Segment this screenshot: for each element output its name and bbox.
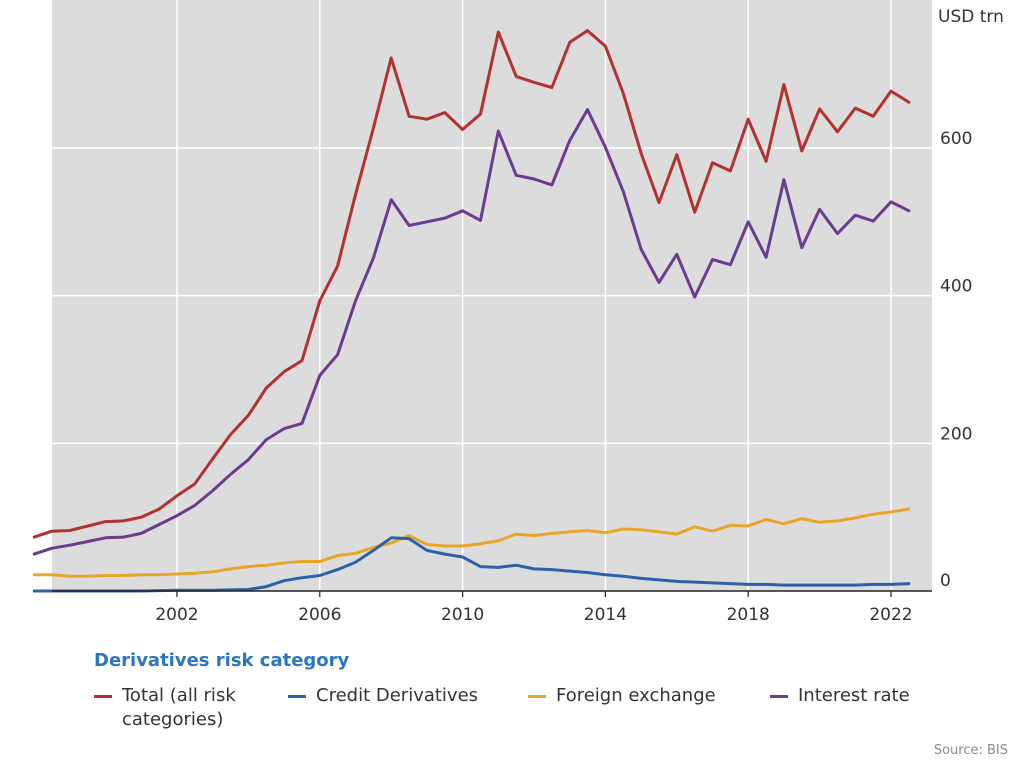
x-tick-label: 2022 (869, 605, 912, 625)
x-tick-label: 2018 (727, 605, 770, 625)
line-chart: 2002 2006 2010 2014 2018 2022 0 200 400 600 USD … (32, 0, 1004, 625)
unit-label: USD trn (938, 7, 1004, 27)
series-line-foreign-exchange (32, 507, 911, 578)
legend-label-total: Total (all risk categories) (122, 685, 236, 730)
legend-swatch-interest-rate (770, 695, 788, 698)
legend-label-interest-rate: Interest rate (798, 685, 910, 706)
grid-lines (52, 0, 932, 591)
x-tick-label: 2002 (155, 605, 198, 625)
x-axis-ticks: 2002 2006 2010 2014 2018 2022 (155, 591, 913, 625)
x-tick-label: 2010 (441, 605, 484, 625)
y-axis-ticks: 0 200 400 600 (940, 129, 972, 591)
y-tick-label: 400 (940, 277, 972, 297)
legend-swatch-total (94, 695, 112, 698)
legend-label-credit-derivatives: Credit Derivatives (316, 685, 479, 706)
series-lines (32, 29, 911, 593)
source-note: Source: BIS (933, 743, 1008, 758)
x-tick-label: 2014 (584, 605, 627, 625)
y-tick-label: 600 (940, 129, 972, 149)
y-tick-label: 0 (940, 571, 951, 591)
series-line-credit-derivatives (32, 536, 911, 593)
x-tick-label: 2006 (298, 605, 341, 625)
legend-title: Derivatives risk category (94, 650, 350, 671)
legend-label-foreign-exchange: Foreign exchange (556, 685, 716, 706)
y-tick-label: 200 (940, 424, 972, 444)
series-line-total-all-risk-categories (32, 29, 911, 539)
legend-swatch-foreign-exchange (528, 695, 546, 698)
legend-swatch-credit-derivatives (288, 695, 306, 698)
series-line-interest-rate (32, 108, 911, 556)
